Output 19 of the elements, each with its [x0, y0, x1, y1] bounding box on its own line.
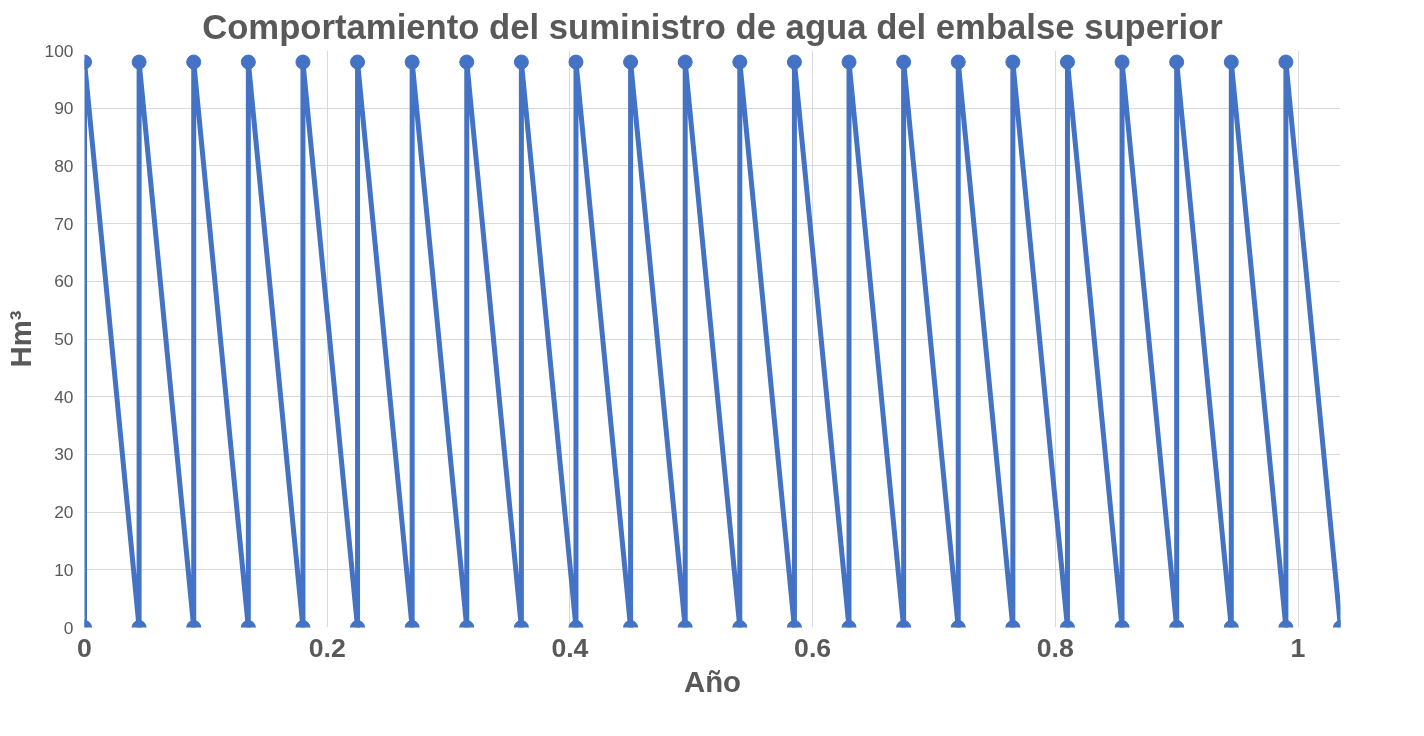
y-tick-label: 10: [54, 559, 74, 580]
y-tick-label: 40: [54, 386, 74, 407]
y-tick-label: 50: [54, 329, 74, 349]
x-tick-label: 0.8: [1036, 632, 1074, 663]
y-tick-label: 80: [54, 155, 74, 176]
y-tick-label: 100: [44, 40, 74, 61]
chart-title: Comportamiento del suministro de agua del embalse superior: [202, 7, 1223, 46]
y-axis-title: Hm³: [3, 310, 37, 368]
y-tick-label: 0: [63, 617, 74, 638]
y-tick-label: 60: [54, 271, 74, 292]
x-tick-label: 1: [1290, 632, 1306, 663]
x-tick-label: 0.2: [308, 632, 346, 663]
y-tick-label: 70: [54, 213, 74, 234]
x-tick-label: 0.4: [551, 632, 589, 663]
y-tick-label: 30: [54, 444, 74, 465]
y-tick-label: 90: [54, 98, 74, 119]
x-tick-label: 0.6: [794, 632, 832, 663]
y-tick-label: 20: [54, 502, 74, 523]
x-axis-title: Año: [684, 664, 742, 698]
